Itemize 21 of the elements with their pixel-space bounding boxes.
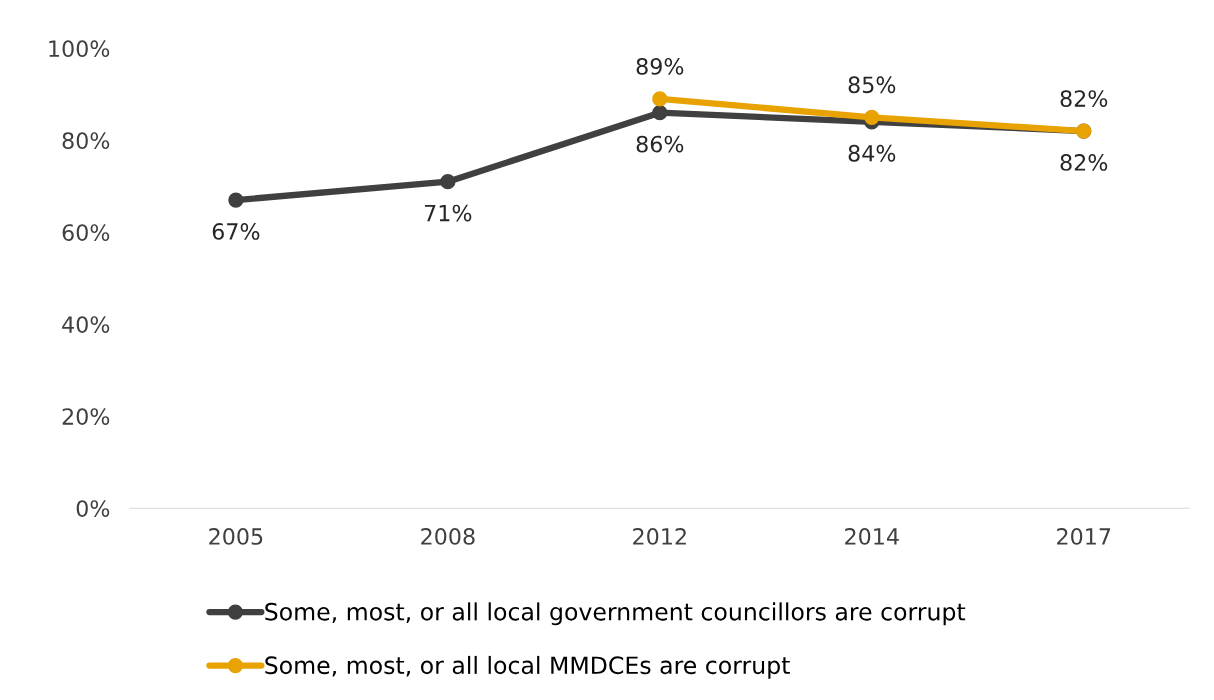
x-tick-label: 2005	[209, 528, 263, 545]
y-tick-label: 60%	[62, 224, 110, 242]
x-tick-label: 2008	[421, 528, 475, 545]
data-label: 71%	[424, 204, 472, 222]
x-tick-label: 2014	[845, 528, 899, 545]
x-tick-label: 2012	[633, 528, 686, 545]
y-tick-label: 80%	[62, 132, 110, 150]
data-label: 86%	[636, 135, 684, 153]
legend-label: Some, most, or all local MMDCEs are corrupt	[265, 655, 790, 679]
legend-label: Some, most, or all local government councillors are corrupt	[265, 602, 966, 626]
y-tick-label: 100%	[49, 40, 110, 58]
data-label: 82%	[1060, 154, 1108, 171]
data-label: 67%	[212, 223, 260, 240]
y-tick-label: 40%	[62, 316, 110, 333]
data-label: 84%	[848, 144, 896, 162]
data-label: 82%	[1060, 90, 1108, 107]
data-label: 85%	[848, 76, 896, 94]
y-tick-label: 20%	[62, 408, 110, 425]
data-label: 89%	[636, 57, 684, 75]
y-tick-label: 0%	[76, 500, 110, 517]
x-tick-label: 2017	[1057, 528, 1111, 545]
